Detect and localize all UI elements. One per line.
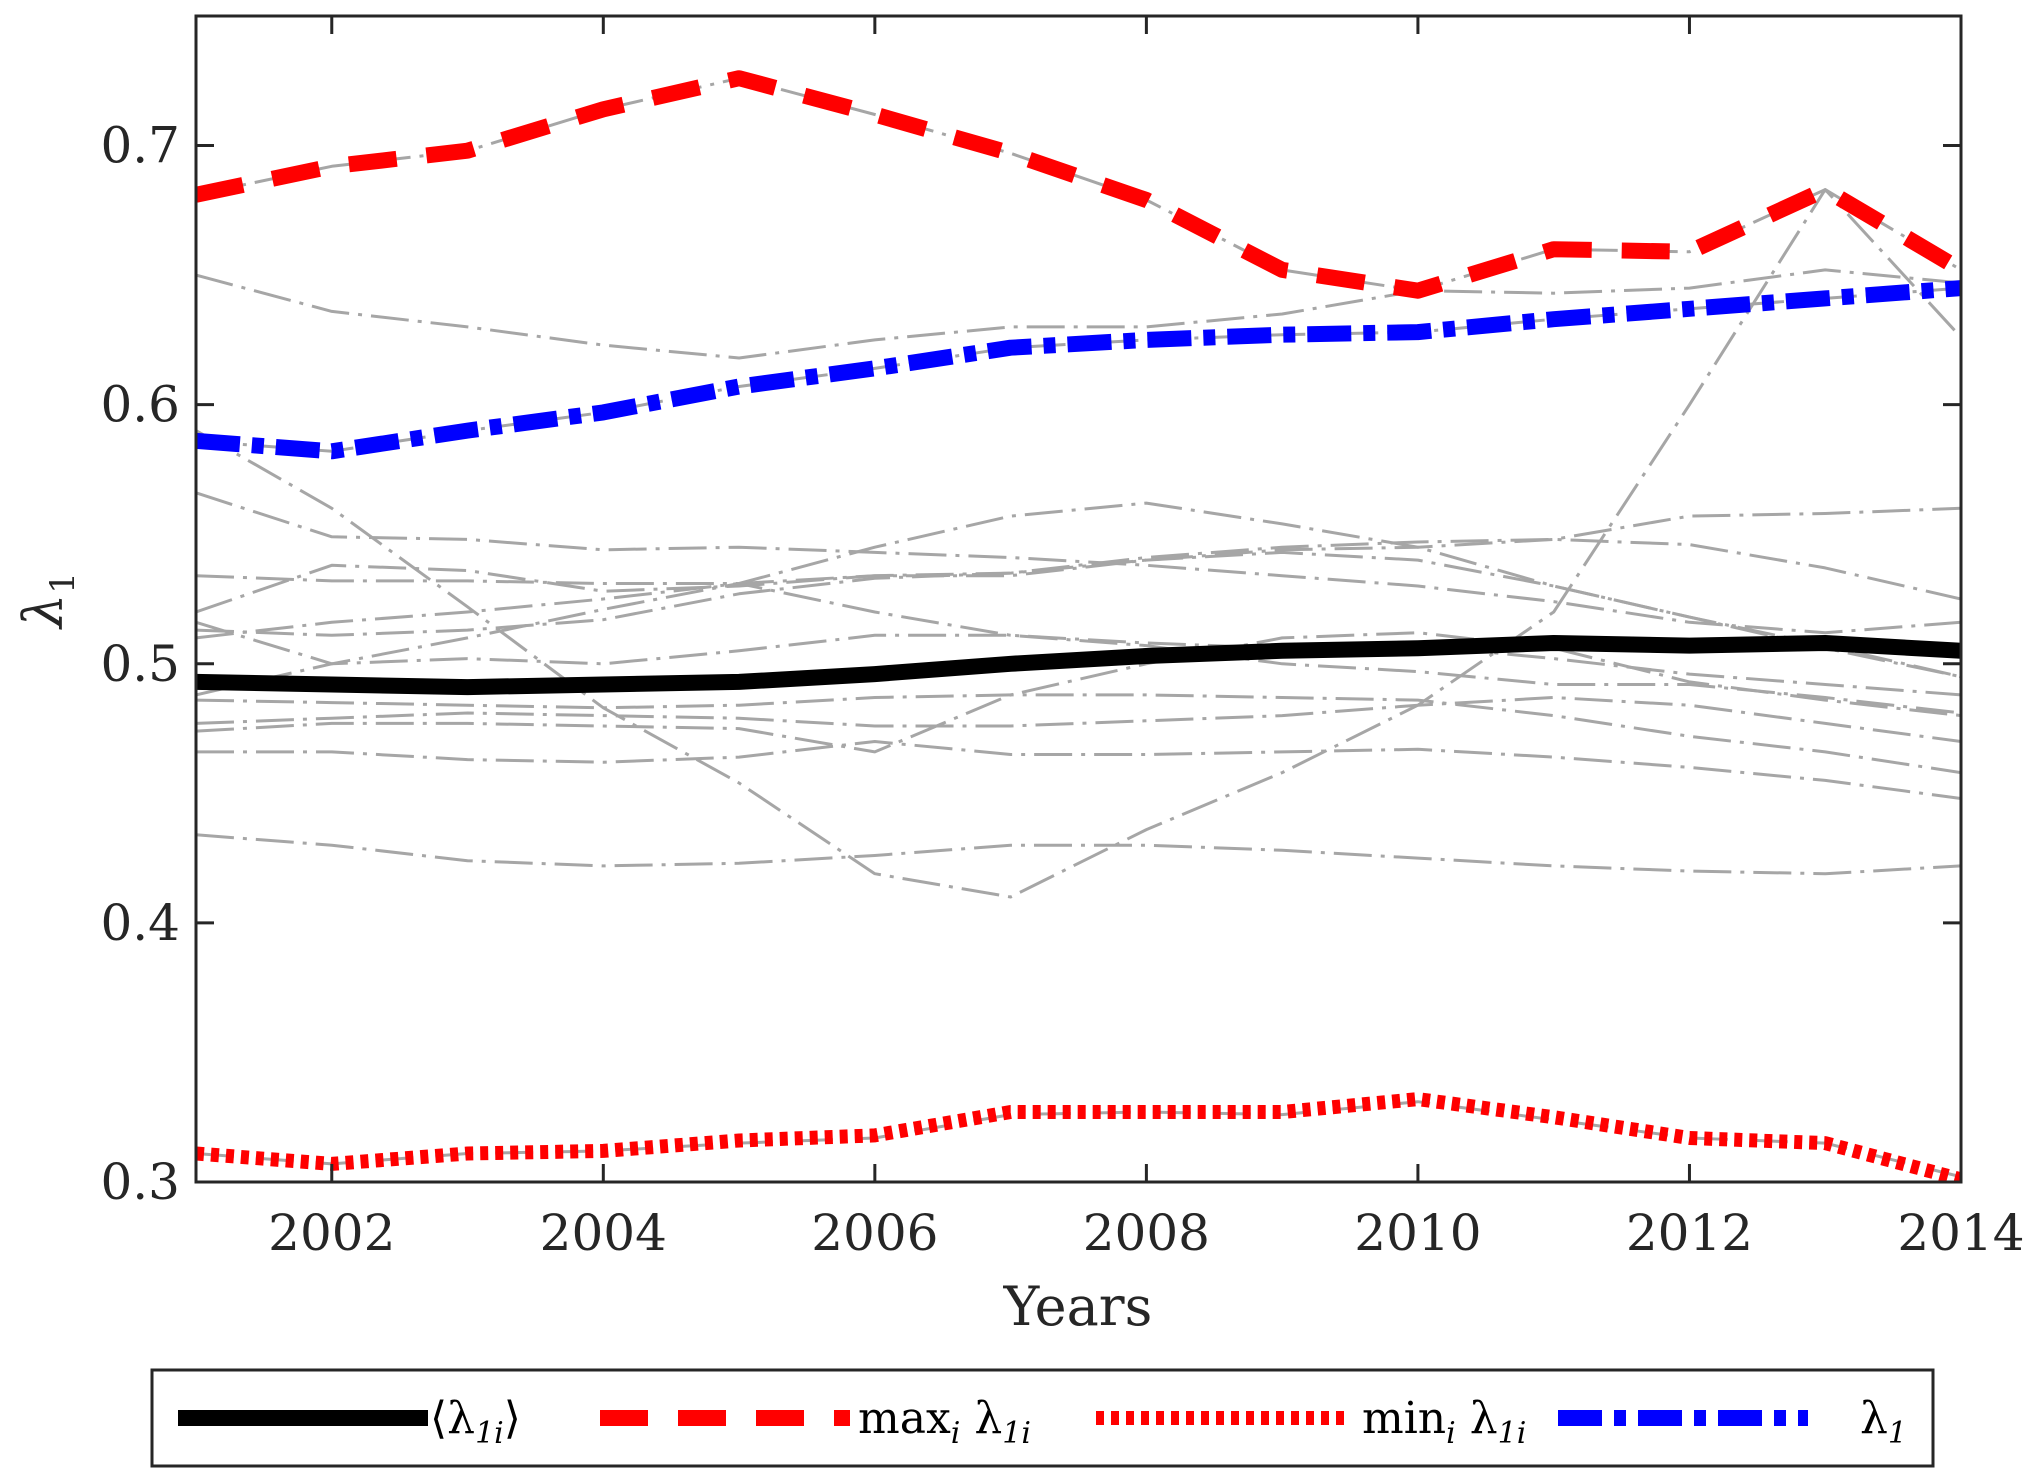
legend-label: mini λ1i xyxy=(1362,1393,1526,1451)
legend-label: ⟨λ1i⟩ xyxy=(430,1393,521,1451)
x-tick-label: 2010 xyxy=(1354,1204,1481,1262)
main-series-group xyxy=(196,70,1961,1182)
x-tick-label: 2004 xyxy=(540,1204,667,1262)
x-tick-label: 2008 xyxy=(1083,1204,1210,1262)
x-axis-title: Years xyxy=(1003,1275,1153,1338)
legend-label-base: λ xyxy=(1860,1393,1888,1444)
legend-label-sub2: 1i xyxy=(1002,1416,1031,1451)
legend-label: maxi λ1i xyxy=(858,1393,1031,1451)
legend-label-sub: 1 xyxy=(1888,1416,1907,1451)
background-line-10 xyxy=(196,537,1961,637)
series-line-dashdot xyxy=(196,280,1961,460)
legend-label-sub2: 1i xyxy=(1498,1416,1527,1451)
background-series-group xyxy=(196,76,1961,1179)
y-axis-title-sub: 1 xyxy=(43,572,83,594)
y-tick-label: 0.3 xyxy=(100,1153,180,1211)
y-tick-label: 0.6 xyxy=(100,376,180,434)
legend-label-tail: λ xyxy=(960,1393,1002,1444)
legend-label-sub: 1i xyxy=(475,1416,504,1451)
y-tick-label: 0.4 xyxy=(100,894,180,952)
series-line-dotted xyxy=(196,1092,1961,1182)
y-axis-title-base: λ xyxy=(12,594,75,630)
x-tick-label: 2002 xyxy=(268,1204,395,1262)
x-tick-label: 2012 xyxy=(1626,1204,1753,1262)
y-tick-label: 0.5 xyxy=(100,635,180,693)
background-line-1 xyxy=(196,76,1961,293)
background-line-12 xyxy=(196,693,1961,775)
series-line-solid xyxy=(196,635,1961,696)
legend: ⟨λ1i⟩ maxi λ1i mini λ1i λ1 xyxy=(150,1368,1935,1468)
background-line-11 xyxy=(196,582,1961,715)
legend-label: λ1 xyxy=(1860,1393,1907,1451)
legend-label-sub: i xyxy=(1446,1416,1456,1451)
y-tick-label: 0.7 xyxy=(100,117,180,175)
plot-frame xyxy=(194,14,1963,1184)
legend-label-base: min xyxy=(1362,1393,1446,1444)
series-line-dashed xyxy=(196,70,1961,299)
background-line-7 xyxy=(196,550,1961,679)
legend-box xyxy=(150,1368,1935,1468)
legend-label-base: ⟨λ xyxy=(430,1393,475,1444)
legend-label-sub: i xyxy=(951,1416,961,1451)
y-axis-title: λ1 xyxy=(12,572,83,630)
legend-label-tail: λ xyxy=(1456,1393,1498,1444)
legend-label-tail: ⟩ xyxy=(504,1393,521,1444)
y-axis: 0.3 0.4 0.5 0.6 0.7 xyxy=(100,117,1961,1211)
background-line-9 xyxy=(196,620,1961,697)
background-line-5 xyxy=(196,491,1961,635)
background-line-16 xyxy=(196,833,1961,876)
x-axis: 2002 2004 2006 2008 2010 2012 2014 xyxy=(268,16,2025,1262)
x-tick-label: 2006 xyxy=(811,1204,938,1262)
background-line-6 xyxy=(196,506,1961,585)
background-line-13 xyxy=(196,696,1961,743)
x-tick-label: 2014 xyxy=(1897,1204,2024,1262)
background-line-15 xyxy=(196,740,1961,800)
background-line-4 xyxy=(196,188,1961,899)
legend-label-base: max xyxy=(858,1393,951,1444)
